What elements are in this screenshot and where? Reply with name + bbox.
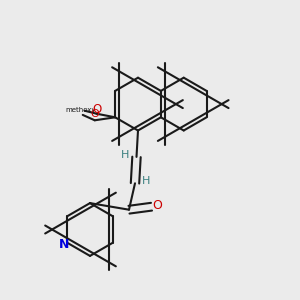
Text: methoxy: methoxy [65, 106, 96, 112]
Text: O: O [152, 199, 162, 212]
Text: O: O [90, 109, 99, 119]
Text: H: H [142, 176, 151, 186]
Text: N: N [59, 238, 69, 251]
Text: H: H [121, 149, 129, 160]
Text: O: O [92, 103, 101, 116]
